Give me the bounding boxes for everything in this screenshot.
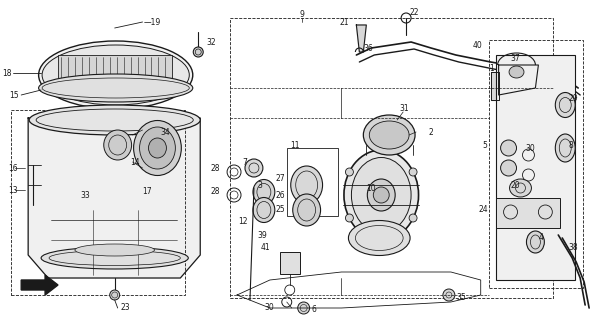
Circle shape <box>500 140 516 156</box>
Text: 27: 27 <box>275 173 285 182</box>
Bar <box>496 55 575 280</box>
Text: 28: 28 <box>211 188 220 196</box>
Text: 25: 25 <box>275 205 285 214</box>
Text: 14: 14 <box>131 157 141 166</box>
Ellipse shape <box>364 115 415 155</box>
Ellipse shape <box>148 138 166 158</box>
Text: 41: 41 <box>260 244 270 252</box>
Bar <box>489 40 583 288</box>
Polygon shape <box>491 72 499 100</box>
Text: 21: 21 <box>340 18 349 27</box>
Text: 28: 28 <box>211 164 220 172</box>
Ellipse shape <box>367 179 395 211</box>
Polygon shape <box>21 275 58 295</box>
Bar <box>280 252 299 274</box>
Bar <box>496 198 560 228</box>
Text: 29: 29 <box>568 93 578 102</box>
Circle shape <box>345 168 353 176</box>
Ellipse shape <box>509 66 524 78</box>
Ellipse shape <box>293 194 321 226</box>
Text: 35: 35 <box>457 293 467 302</box>
Text: 22: 22 <box>409 7 419 17</box>
Ellipse shape <box>527 231 544 253</box>
Text: 37: 37 <box>511 53 521 62</box>
Text: 39: 39 <box>257 230 266 239</box>
Ellipse shape <box>344 150 419 240</box>
Ellipse shape <box>373 187 389 203</box>
Circle shape <box>298 302 310 314</box>
Ellipse shape <box>139 127 175 169</box>
Ellipse shape <box>75 244 155 256</box>
Text: 23: 23 <box>120 303 130 313</box>
Ellipse shape <box>253 180 275 204</box>
Ellipse shape <box>555 134 575 162</box>
Bar <box>11 110 185 295</box>
Text: 2: 2 <box>429 127 434 137</box>
Polygon shape <box>28 118 200 278</box>
Text: 9: 9 <box>299 10 304 19</box>
Ellipse shape <box>369 121 409 149</box>
Ellipse shape <box>29 105 200 135</box>
Text: 17: 17 <box>142 188 152 196</box>
Text: 7: 7 <box>242 157 247 166</box>
Text: 3: 3 <box>257 180 262 189</box>
Ellipse shape <box>253 197 275 222</box>
Text: 20: 20 <box>511 180 520 189</box>
Text: 11: 11 <box>290 140 299 149</box>
Text: 24: 24 <box>478 205 488 214</box>
Text: 8: 8 <box>568 140 573 149</box>
Text: 15: 15 <box>10 91 19 100</box>
Ellipse shape <box>348 220 410 255</box>
Text: 36: 36 <box>364 44 373 52</box>
Circle shape <box>345 214 353 222</box>
Ellipse shape <box>291 166 323 204</box>
Ellipse shape <box>42 45 189 105</box>
Circle shape <box>245 159 263 177</box>
Bar <box>58 55 172 83</box>
Text: 5: 5 <box>483 140 488 149</box>
Text: 13: 13 <box>9 186 18 195</box>
Circle shape <box>443 289 455 301</box>
Circle shape <box>193 47 203 57</box>
Text: 4: 4 <box>538 234 543 243</box>
Text: 30: 30 <box>525 143 535 153</box>
Text: 34: 34 <box>161 127 170 137</box>
Text: 33: 33 <box>81 190 90 199</box>
Text: 16: 16 <box>9 164 18 172</box>
Ellipse shape <box>38 41 193 109</box>
Ellipse shape <box>104 130 131 160</box>
Text: 1: 1 <box>489 63 494 73</box>
Text: 30: 30 <box>264 303 274 313</box>
Circle shape <box>409 168 417 176</box>
Circle shape <box>110 290 120 300</box>
Text: 38: 38 <box>568 244 578 252</box>
Text: 26: 26 <box>275 190 285 199</box>
Ellipse shape <box>38 74 193 102</box>
Circle shape <box>500 160 516 176</box>
Text: FR.: FR. <box>25 281 39 290</box>
Text: 32: 32 <box>206 37 216 46</box>
Text: 6: 6 <box>312 306 316 315</box>
Text: —19: —19 <box>144 18 161 27</box>
Ellipse shape <box>134 121 181 175</box>
Text: 40: 40 <box>473 41 483 50</box>
Text: 18: 18 <box>2 68 11 77</box>
Ellipse shape <box>351 157 411 233</box>
Polygon shape <box>499 65 538 95</box>
Ellipse shape <box>510 179 532 197</box>
Text: 12: 12 <box>238 218 247 227</box>
Ellipse shape <box>41 247 188 269</box>
Polygon shape <box>356 25 367 52</box>
Circle shape <box>409 214 417 222</box>
Ellipse shape <box>555 92 575 117</box>
Bar <box>287 148 338 216</box>
Text: 10: 10 <box>367 183 376 193</box>
Bar <box>230 18 554 298</box>
Text: 31: 31 <box>399 103 409 113</box>
